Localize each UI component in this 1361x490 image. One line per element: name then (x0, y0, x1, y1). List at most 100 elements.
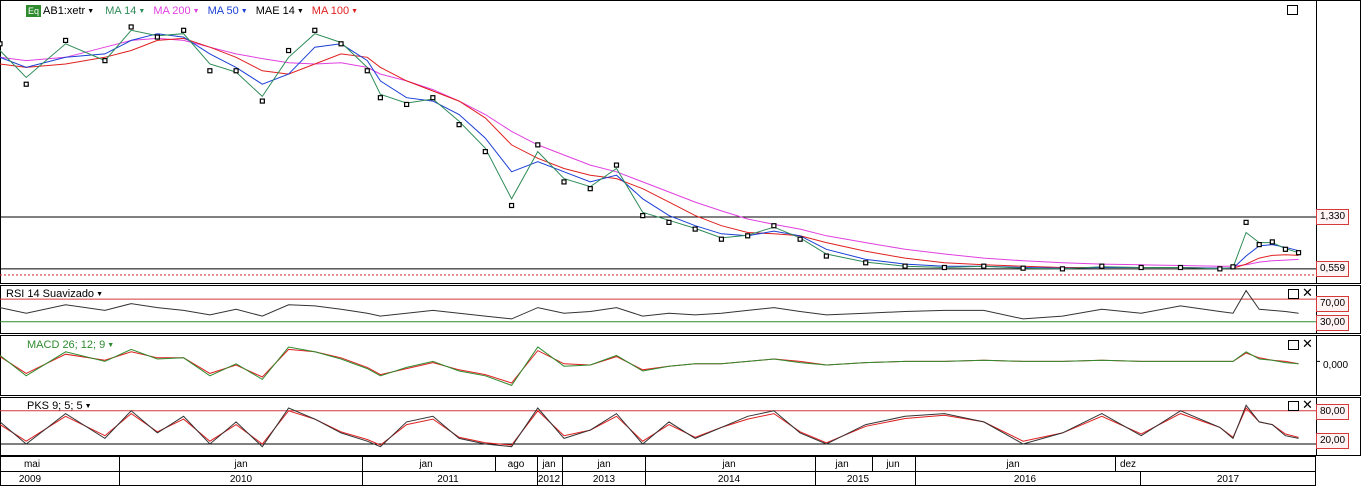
price-point (666, 219, 672, 225)
price-point (259, 98, 265, 104)
chevron-down-icon[interactable]: ▼ (192, 8, 200, 15)
price-point (535, 142, 541, 148)
indicator-label[interactable]: MA 14 (105, 5, 137, 17)
pks-header: PKS 9; 5; 5 ▼ (27, 399, 94, 414)
price-point (233, 68, 239, 74)
close-icon[interactable]: ✕ (1302, 285, 1313, 300)
macd-label[interactable]: MACD 26; 12; 9 (27, 339, 106, 351)
macd-header: MACD 26; 12; 9 ▼ (27, 338, 116, 353)
x-axis-year-label: 2015 (847, 474, 870, 485)
price-point (1269, 239, 1275, 245)
x-axis-month-label: jan (541, 459, 555, 470)
chevron-down-icon[interactable]: ▼ (351, 8, 359, 15)
chart-header: Eq AB1:xetr ▼ MA 14 ▼ MA 200 ▼ MA 50 ▼ MAE 14 ▼ MA… (26, 4, 362, 19)
close-icon[interactable]: ✕ (1302, 397, 1313, 412)
price-point (364, 68, 370, 74)
x-axis-year-label: 2009 (19, 474, 42, 485)
eq-badge[interactable]: Eq (26, 5, 42, 17)
price-point (377, 95, 383, 101)
x-axis-month-label: jan (233, 459, 247, 470)
x-axis-year-label: 2011 (437, 474, 459, 485)
price-tag-upper: 1,330 (1316, 209, 1350, 225)
x-axis-month-label: dez (1120, 459, 1136, 470)
series-line-macd-signal (0, 348, 1299, 384)
chevron-down-icon[interactable]: ▼ (296, 8, 304, 15)
price-point (718, 236, 725, 242)
price-point (981, 263, 987, 269)
series-line-ma100 (0, 37, 1299, 269)
price-point (561, 179, 567, 185)
indicator-label[interactable]: MA 50 (207, 5, 239, 17)
x-axis-month-label: jan (418, 459, 432, 470)
pks-label[interactable]: PKS 9; 5; 5 (27, 400, 83, 412)
x-axis-year-label: 2016 (1014, 474, 1037, 485)
price-point (1099, 263, 1105, 269)
price-point (62, 37, 69, 44)
price-point (1020, 265, 1026, 271)
price-point (1295, 250, 1302, 256)
price-point (745, 233, 751, 239)
price-point (181, 27, 187, 33)
maximize-icon[interactable] (1288, 401, 1299, 411)
x-axis-month-label: jan (1005, 459, 1019, 470)
x-axis-year-label: 2014 (718, 474, 741, 485)
price-point (430, 95, 436, 101)
x-axis-month-label: jan (834, 459, 848, 470)
price-point (1059, 266, 1066, 272)
close-icon[interactable]: ✕ (1302, 336, 1313, 351)
indicator-list: MA 14 ▼ MA 200 ▼ MA 50 ▼ MAE 14 ▼ MA 100 ▼ (99, 5, 360, 17)
price-point (482, 149, 488, 155)
x-axis-year-label: 2012 (538, 474, 561, 485)
chevron-down-icon[interactable]: ▼ (87, 8, 95, 15)
series-line-ma14 (0, 29, 1299, 270)
price-point (456, 122, 462, 128)
x-axis-year-label: 2010 (230, 474, 253, 485)
series-line-macd (0, 346, 1299, 387)
price-point (1243, 219, 1249, 225)
x-axis-month-label: jan (596, 459, 610, 470)
chevron-down-icon[interactable]: ▼ (107, 342, 115, 349)
rsi-header: RSI 14 Suavizado ▼ (6, 287, 105, 302)
price-tag-lower: 0,559 (1316, 261, 1350, 277)
chevron-down-icon[interactable]: ▼ (240, 8, 248, 15)
pks-upper-tag: 80,00 (1316, 404, 1350, 420)
price-point (902, 263, 908, 269)
price-point (1217, 266, 1223, 272)
series-line-rsi (0, 289, 1299, 320)
rsi-panel-frame (0, 285, 1361, 334)
x-axis-month-label: ago (508, 459, 525, 470)
indicator-label[interactable]: MAE 14 (255, 5, 295, 17)
price-point (941, 264, 948, 271)
price-point (338, 41, 344, 47)
price-point (692, 226, 698, 232)
series-line-pks-d (0, 407, 1299, 446)
price-point (640, 213, 646, 219)
price-point (863, 260, 869, 266)
x-axis-month-label: jan (721, 459, 735, 470)
price-point (1282, 246, 1289, 252)
chevron-down-icon[interactable]: ▼ (84, 403, 92, 410)
symbol-label[interactable]: AB1:xetr (43, 5, 86, 17)
indicator-label[interactable]: MA 200 (153, 5, 191, 17)
maximize-icon[interactable] (1287, 5, 1298, 15)
price-point (1230, 264, 1236, 270)
chevron-down-icon[interactable]: ▼ (138, 8, 146, 15)
series-line-pks-k (0, 404, 1299, 448)
price-point (154, 34, 161, 40)
price-point (797, 236, 803, 242)
indicator-label[interactable]: MA 100 (311, 5, 350, 17)
rsi-label[interactable]: RSI 14 Suavizado (6, 288, 95, 300)
price-point (312, 27, 318, 33)
price-point (613, 162, 620, 168)
price-point (23, 81, 29, 87)
x-axis-month-label: mai (24, 459, 40, 470)
price-point (1256, 241, 1262, 248)
chevron-down-icon[interactable]: ▼ (96, 291, 103, 298)
price-point (285, 47, 292, 54)
maximize-icon[interactable] (1288, 340, 1299, 350)
maximize-icon[interactable] (1288, 289, 1299, 299)
price-point (1138, 264, 1144, 271)
main-panel-frame (0, 0, 1361, 284)
